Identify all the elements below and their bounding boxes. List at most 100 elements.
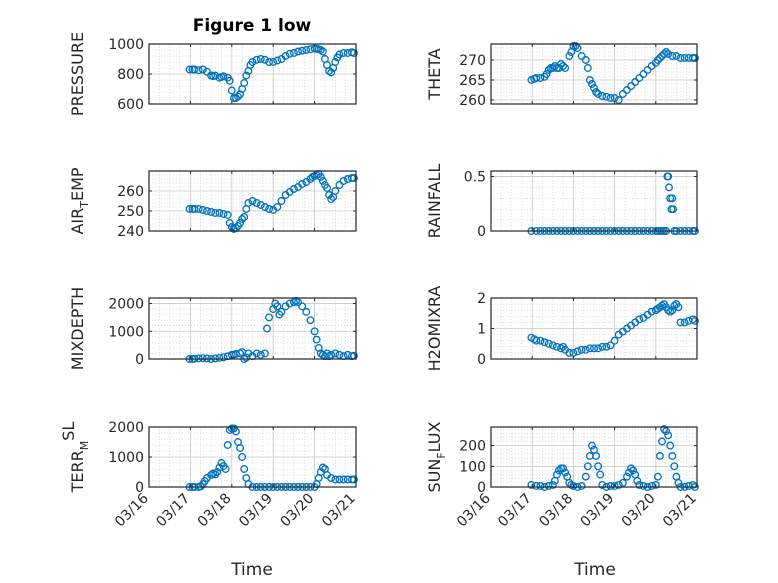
data-point (542, 70, 551, 78)
y-tick-label: 250 (117, 204, 144, 220)
data-point (213, 468, 222, 476)
data-point (185, 205, 194, 213)
data-point (587, 441, 596, 450)
data-point (277, 197, 286, 205)
grid-lines (148, 298, 357, 360)
data-point (298, 180, 307, 188)
data-point (349, 49, 358, 57)
y-axis-label: MIXDEPTH (68, 287, 87, 370)
data-point (664, 172, 673, 181)
data-point (310, 327, 319, 336)
y-axis-label: RAINFALL (425, 164, 444, 239)
data-point (670, 301, 679, 310)
data-point (215, 353, 224, 362)
data-point (598, 342, 607, 351)
data-point (285, 299, 294, 308)
data-point (596, 470, 605, 479)
data-point (231, 427, 240, 436)
x-tick-label: 03/21 (319, 491, 359, 531)
data-point (639, 482, 648, 490)
y-tick-label: 270 (459, 53, 486, 69)
x-tick-label: 03/19 (578, 491, 618, 531)
data-point (676, 54, 685, 62)
y-axis-label: TERRMSL (59, 422, 91, 494)
y-tick-label: 260 (117, 184, 144, 200)
data-point (690, 54, 699, 62)
data-point (349, 174, 358, 182)
data-point (660, 50, 668, 58)
data-point (265, 313, 274, 322)
data-series (527, 300, 699, 357)
y-axis-label: H2OMIXRA (425, 286, 444, 372)
data-point (635, 480, 644, 489)
subplot-rainfall: 0 0.5 RAINFALL (425, 164, 699, 240)
subplot-h2omixra: 0 1 2 H2OMIXRA (425, 286, 699, 372)
data-point (573, 347, 582, 356)
y-tick-label: 600 (117, 97, 144, 113)
y-tick-label: 0 (135, 480, 144, 496)
data-point (548, 341, 557, 350)
data-point (544, 482, 553, 490)
x-tick-label: 03/19 (236, 491, 276, 531)
data-point (610, 482, 619, 490)
data-point (306, 316, 315, 325)
data-point (240, 465, 249, 473)
data-point (335, 181, 344, 189)
data-point (240, 213, 249, 221)
data-point (302, 307, 311, 316)
data-point (236, 219, 245, 227)
data-point (256, 201, 265, 209)
data-point (598, 92, 607, 100)
data-point (273, 203, 282, 211)
subplot-sun: 0 100 200 03/16 03/17 03/18 03/19 03/20 03/21 SUN… (425, 421, 700, 530)
data-point (680, 54, 689, 62)
data-point (302, 46, 311, 54)
data-point (198, 65, 207, 74)
data-point (219, 210, 228, 218)
data-point (256, 55, 265, 63)
y-tick-label: 1000 (108, 450, 144, 466)
data-point (260, 349, 269, 358)
data-point (581, 345, 590, 354)
data-point (194, 205, 203, 213)
x-axis-label-right: Time (573, 560, 616, 580)
data-point (618, 478, 627, 487)
data-point (587, 80, 596, 88)
y-axis-label: SUNFLUX (425, 421, 448, 492)
data-point (223, 211, 232, 219)
data-point (658, 301, 666, 310)
y-tick-label: 260 (459, 93, 486, 109)
data-point (668, 452, 677, 460)
data-point (294, 298, 302, 307)
data-point (190, 65, 199, 74)
data-point (602, 92, 611, 101)
data-point (594, 344, 603, 353)
data-point (610, 336, 619, 345)
data-point (660, 425, 668, 434)
data-point (536, 74, 545, 82)
data-point (585, 76, 594, 84)
data-point (669, 205, 678, 214)
data-point (688, 315, 697, 324)
data-point (265, 205, 274, 213)
data-point (316, 46, 325, 54)
data-point (211, 209, 220, 217)
x-tick-label: 03/20 (278, 491, 318, 531)
data-point (559, 62, 568, 70)
data-point (323, 184, 331, 192)
data-point (583, 64, 592, 72)
y-tick-label: 2000 (108, 420, 144, 436)
data-point (252, 55, 261, 64)
data-point (629, 466, 638, 475)
data-point (602, 342, 611, 351)
y-tick-label: 0 (477, 480, 486, 496)
data-point (536, 482, 545, 490)
data-point (688, 480, 697, 489)
data-point (544, 339, 553, 348)
data-point (325, 191, 334, 199)
data-point (653, 56, 662, 64)
data-point (664, 50, 673, 58)
subplot-pressure: 600 800 1000 PRESSURE (68, 32, 358, 116)
data-point (594, 90, 603, 98)
data-point (327, 350, 336, 359)
